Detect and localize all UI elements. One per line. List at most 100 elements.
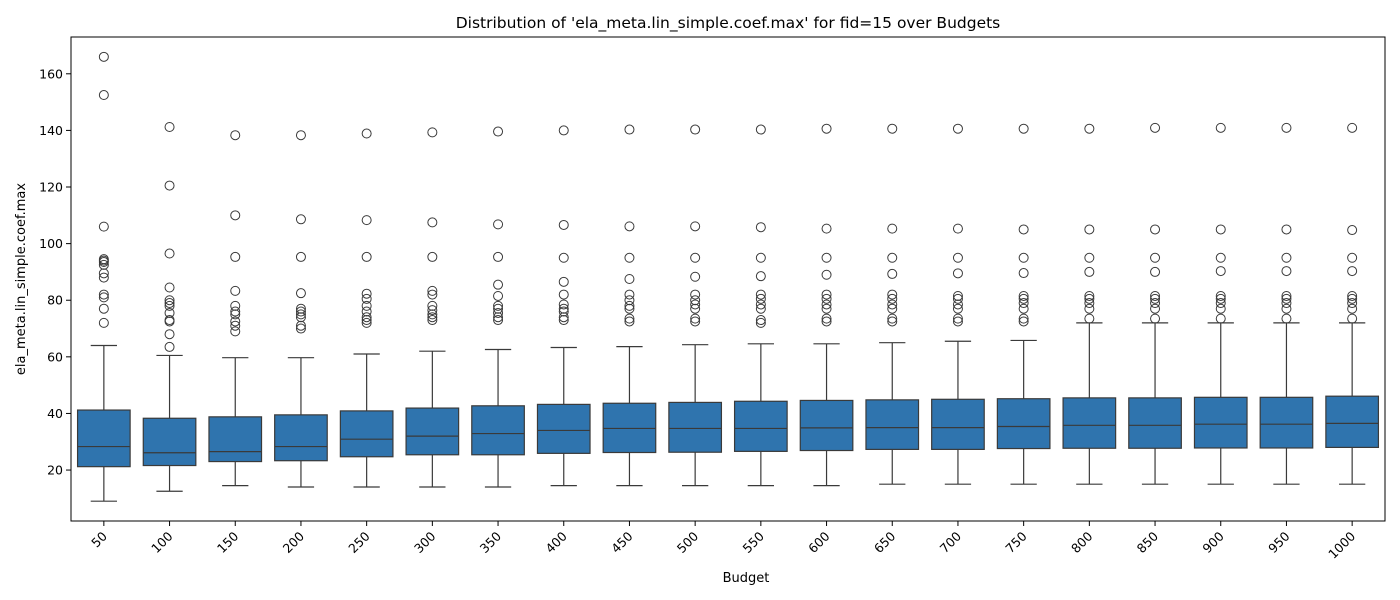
outlier-point [361,306,372,317]
outlier-point [427,315,438,326]
outlier-point [887,123,898,134]
outlier-point [887,303,898,314]
outlier-point [821,252,832,263]
outlier-point [427,251,438,262]
x-tick-label: 950 [1265,528,1293,556]
outlier-point [230,326,241,337]
x-tick-label: 200 [280,528,308,556]
outlier-point [493,279,504,290]
x-tick-label: 850 [1134,528,1162,556]
outlier-point [1347,225,1358,236]
outlier-point [690,316,701,327]
outlier-point [558,312,569,323]
outlier-point [164,307,175,318]
outlier-point [361,128,372,139]
outlier-point [624,313,635,324]
outlier-point [690,303,701,314]
iqr-box [76,409,131,468]
outlier-point [1347,303,1358,314]
outlier-point [230,300,241,311]
y-tick-label: 80 [47,293,63,308]
x-tick-label: 450 [608,528,636,556]
outlier-point [493,315,504,326]
outlier-point [1018,303,1029,314]
box-group [536,125,591,487]
outlier-point [952,123,963,134]
outlier-point [1281,290,1292,301]
outlier-point [98,51,109,62]
outlier-point [624,295,635,306]
outlier-point [1215,290,1226,301]
box-group [668,124,723,487]
outlier-point [1018,316,1029,327]
outlier-point [1281,122,1292,133]
box-group [1128,122,1182,485]
outlier-point [1150,224,1161,235]
outlier-point [952,223,963,234]
outlier-point [164,180,175,191]
outlier-point [164,298,175,309]
outlier-point [1084,266,1095,277]
iqr-box [274,414,328,462]
outlier-point [755,289,766,300]
outlier-point [1018,224,1029,235]
outlier-point [295,288,306,299]
outlier-point [98,289,109,300]
outlier-point [493,300,504,311]
outlier-point [1084,224,1095,235]
x-tick-label: 650 [871,528,899,556]
outlier-point [1215,252,1226,263]
outlier-point [230,320,241,331]
outlier-point [624,300,635,311]
x-tick-label: 750 [1002,528,1030,556]
iqr-box [1062,397,1117,449]
outlier-point [1150,290,1161,301]
outlier-point [1281,313,1292,324]
outlier-point [493,251,504,262]
outlier-point [295,320,306,331]
outlier-point [690,124,701,135]
outlier-point [558,219,569,230]
x-tick-label: 500 [674,528,702,556]
outlier-point [1347,313,1358,324]
outlier-point [624,303,635,314]
outlier-point [493,303,504,314]
outlier-point [230,285,241,296]
outlier-point [98,292,109,303]
outlier-point [1150,266,1161,277]
outlier-point [821,269,832,280]
outlier-point [427,305,438,316]
outlier-point [1084,298,1095,309]
outlier-point [821,223,832,234]
outlier-point [493,312,504,323]
outlier-point [1150,252,1161,263]
outlier-point [558,252,569,263]
outlier-point [1215,298,1226,309]
outlier-point [230,130,241,141]
outlier-point [1281,224,1292,235]
outlier-point [1347,290,1358,301]
box-group [471,126,525,488]
outlier-point [887,293,898,304]
outlier-point [755,252,766,263]
x-tick-label: 700 [937,528,965,556]
outlier-point [295,214,306,225]
iqr-box [405,407,460,456]
outlier-point [558,289,569,300]
x-tick-label: 100 [148,528,176,556]
outlier-point [558,303,569,314]
outlier-point [1084,303,1095,314]
iqr-box [668,401,723,453]
box-series [76,51,1380,502]
outlier-point [1018,298,1029,309]
outlier-point [952,299,963,310]
outlier-point [1084,313,1095,324]
outlier-point [1281,266,1292,277]
outlier-point [1018,293,1029,304]
outlier-point [887,223,898,234]
outlier-point [887,299,898,310]
outlier-point [361,293,372,304]
iqr-box [536,403,591,454]
x-tick-label: 600 [805,528,833,556]
